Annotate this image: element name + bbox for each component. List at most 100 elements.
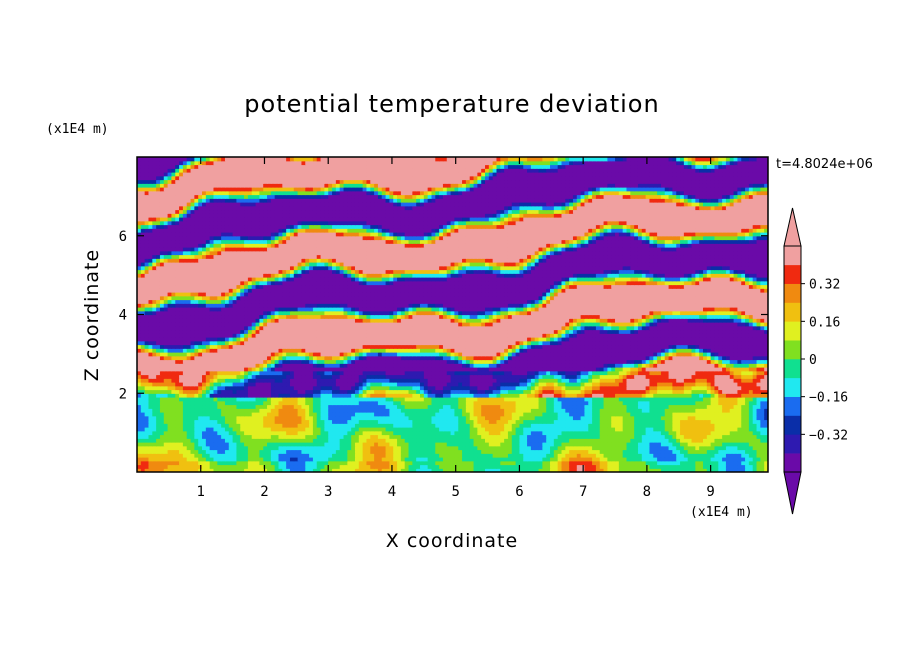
field-cell bbox=[550, 415, 555, 421]
field-cell bbox=[377, 468, 383, 472]
field-cell bbox=[745, 427, 750, 432]
field-cell bbox=[419, 393, 425, 398]
field-cell bbox=[745, 389, 750, 394]
field-cell bbox=[534, 457, 540, 462]
field-cell bbox=[347, 427, 352, 432]
field-cell bbox=[198, 378, 203, 383]
field-cell bbox=[339, 457, 345, 462]
field-cell bbox=[182, 449, 188, 454]
field-cell bbox=[263, 382, 268, 387]
field-cell bbox=[492, 430, 498, 436]
field-cell bbox=[259, 367, 264, 372]
field-cell bbox=[687, 430, 693, 436]
field-cell bbox=[523, 385, 528, 391]
field-cell bbox=[385, 359, 390, 364]
field-cell bbox=[725, 445, 731, 451]
field-cell bbox=[381, 449, 387, 454]
field-cell bbox=[500, 385, 505, 391]
field-cell bbox=[202, 367, 207, 372]
field-cell bbox=[641, 438, 647, 443]
field-cell bbox=[634, 359, 639, 364]
field-cell bbox=[312, 453, 318, 458]
field-cell bbox=[496, 453, 501, 458]
field-cell bbox=[580, 434, 586, 439]
field-cell bbox=[550, 408, 555, 413]
field-cell bbox=[565, 393, 570, 398]
field-cell bbox=[267, 378, 272, 383]
field-cell bbox=[748, 445, 754, 451]
field-cell bbox=[756, 400, 761, 406]
field-cell bbox=[748, 419, 754, 424]
field-cell bbox=[194, 464, 199, 469]
field-cell bbox=[244, 445, 249, 451]
field-cell bbox=[209, 397, 215, 402]
field-cell bbox=[641, 400, 647, 406]
field-cell bbox=[224, 453, 230, 458]
field-cell bbox=[202, 423, 207, 428]
field-cell bbox=[645, 397, 651, 402]
field-cell bbox=[725, 464, 731, 469]
field-cell bbox=[167, 363, 173, 368]
field-cell bbox=[427, 374, 433, 379]
field-cell bbox=[481, 363, 486, 368]
field-cell bbox=[316, 449, 322, 454]
field-cell bbox=[745, 404, 750, 409]
field-cell bbox=[159, 445, 165, 451]
field-cell bbox=[389, 438, 394, 443]
field-cell bbox=[741, 374, 746, 379]
field-cell bbox=[546, 385, 551, 391]
field-cell bbox=[351, 434, 356, 439]
field-cell bbox=[741, 434, 746, 439]
field-cell bbox=[190, 389, 195, 394]
field-cell bbox=[404, 430, 410, 436]
field-cell bbox=[347, 415, 352, 421]
field-cell bbox=[332, 460, 337, 466]
field-cell bbox=[324, 404, 329, 409]
field-cell bbox=[680, 359, 685, 364]
field-cell bbox=[622, 442, 628, 447]
field-cell bbox=[419, 453, 425, 458]
field-cell bbox=[595, 430, 601, 436]
field-cell bbox=[481, 382, 486, 387]
field-cell bbox=[374, 404, 379, 409]
field-cell bbox=[534, 389, 540, 394]
field-cell bbox=[194, 423, 199, 428]
field-cell bbox=[657, 400, 662, 406]
field-cell bbox=[182, 415, 188, 421]
field-cell bbox=[442, 408, 448, 413]
field-cell bbox=[251, 419, 257, 424]
field-cell bbox=[312, 423, 318, 428]
field-cell bbox=[737, 427, 742, 432]
field-cell bbox=[182, 400, 188, 406]
field-cell bbox=[400, 408, 406, 413]
field-cell bbox=[179, 453, 184, 458]
field-cell bbox=[354, 374, 360, 379]
field-cell bbox=[439, 382, 444, 387]
field-cell bbox=[737, 378, 742, 383]
field-cell bbox=[324, 423, 329, 428]
field-cell bbox=[676, 464, 681, 469]
field-cell bbox=[488, 382, 494, 387]
field-cell bbox=[649, 397, 654, 402]
field-cell bbox=[217, 453, 222, 458]
field-cell bbox=[328, 460, 333, 466]
field-cell bbox=[504, 404, 509, 409]
field-cell bbox=[637, 385, 643, 391]
field-cell bbox=[473, 408, 478, 413]
field-cell bbox=[389, 419, 394, 424]
field-cell bbox=[569, 408, 574, 413]
field-cell bbox=[385, 397, 390, 402]
field-cell bbox=[592, 427, 597, 432]
field-cell bbox=[282, 370, 287, 376]
field-cell bbox=[626, 449, 631, 454]
field-cell bbox=[381, 393, 387, 398]
field-cell bbox=[561, 438, 566, 443]
field-cell bbox=[186, 415, 192, 421]
field-cell bbox=[190, 412, 195, 417]
field-cell bbox=[224, 404, 230, 409]
field-cell bbox=[626, 434, 631, 439]
field-cell bbox=[756, 370, 761, 376]
field-cell bbox=[737, 370, 742, 376]
field-cell bbox=[416, 434, 421, 439]
field-cell bbox=[423, 404, 429, 409]
